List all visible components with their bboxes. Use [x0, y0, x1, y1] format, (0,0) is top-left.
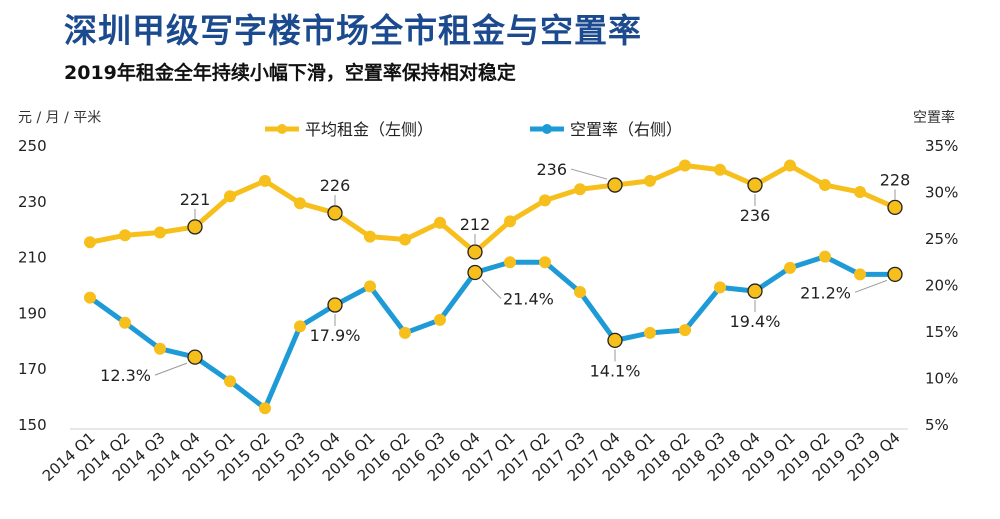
data-label: 221 — [180, 190, 211, 209]
data-label: 21.2% — [800, 283, 851, 302]
data-label: 226 — [320, 176, 351, 195]
data-point — [854, 186, 866, 199]
data-label: 17.9% — [310, 326, 361, 345]
right-axis-tick-label: 10% — [925, 370, 958, 388]
page-title: 深圳甲级写字楼市场全市租金与空置率 — [64, 11, 642, 50]
data-label: 212 — [460, 215, 491, 234]
right-axis-unit: 空置率 — [913, 109, 955, 126]
data-point — [574, 183, 586, 196]
data-point — [434, 313, 446, 326]
data-point — [714, 281, 726, 294]
data-point — [364, 230, 376, 243]
data-point — [154, 226, 166, 239]
data-point — [819, 250, 831, 263]
data-label: 21.4% — [503, 289, 554, 308]
data-point — [747, 177, 763, 193]
data-point — [504, 215, 516, 228]
data-point — [784, 159, 796, 172]
data-point — [539, 256, 551, 269]
data-point — [259, 174, 271, 187]
data-point — [119, 316, 131, 329]
data-point — [784, 261, 796, 274]
data-point — [467, 264, 483, 281]
data-point — [539, 194, 551, 207]
legend-label: 空置率（右侧） — [570, 120, 682, 139]
data-point — [819, 179, 831, 192]
series-line-0 — [87, 163, 898, 255]
data-point — [887, 199, 903, 216]
data-point — [679, 159, 691, 172]
page-subtitle: 2019年租金全年持续小幅下滑，空置率保持相对稳定 — [64, 62, 516, 84]
data-label: 228 — [880, 170, 911, 189]
right-axis-tick-label: 35% — [925, 137, 958, 155]
data-label: 14.1% — [590, 361, 641, 380]
left-axis-unit: 元 / 月 / 平米 — [18, 110, 101, 126]
data-point — [644, 326, 656, 339]
left-axis-tick-label: 150 — [18, 416, 47, 434]
data-point — [399, 233, 411, 246]
legend-swatch-marker — [277, 124, 287, 134]
data-label: 236 — [536, 160, 567, 179]
data-label-leader — [854, 279, 888, 293]
left-axis-tick-label: 210 — [18, 249, 47, 267]
data-point — [607, 177, 623, 193]
series-line-1 — [87, 254, 898, 411]
data-point — [747, 283, 763, 299]
data-point — [854, 268, 866, 281]
right-axis-tick-label: 30% — [925, 184, 958, 202]
data-point — [434, 216, 446, 229]
left-axis-tick-label: 190 — [18, 304, 47, 322]
data-label: 19.4% — [730, 312, 781, 331]
data-point — [154, 342, 166, 355]
data-label: 12.3% — [100, 366, 151, 385]
data-point — [84, 291, 96, 304]
data-point — [364, 280, 376, 293]
legend-label: 平均租金（左侧） — [305, 120, 433, 139]
data-point — [504, 256, 516, 269]
data-point — [224, 190, 236, 203]
data-point — [467, 244, 483, 260]
data-point — [644, 174, 656, 187]
data-point — [714, 163, 726, 176]
data-point — [259, 402, 271, 415]
data-point — [399, 326, 411, 339]
data-point — [294, 197, 306, 210]
data-point — [119, 229, 131, 242]
data-point — [327, 205, 343, 221]
data-label-leader — [154, 362, 188, 376]
data-point — [294, 320, 306, 333]
data-label: 236 — [740, 206, 771, 225]
right-axis-tick-label: 5% — [925, 416, 949, 434]
right-axis-tick-label: 25% — [925, 230, 958, 248]
data-point — [84, 236, 96, 249]
data-point — [887, 266, 903, 282]
legend-swatch-marker — [542, 124, 552, 134]
data-point — [607, 332, 623, 349]
data-point — [679, 324, 691, 337]
data-point — [187, 219, 203, 235]
left-axis-tick-label: 230 — [18, 193, 47, 211]
right-axis-tick-label: 20% — [925, 277, 958, 295]
data-point — [574, 286, 586, 299]
right-axis-tick-label: 15% — [925, 323, 958, 341]
left-axis-tick-label: 250 — [18, 137, 47, 155]
data-point — [327, 297, 343, 313]
data-label-leader — [481, 279, 502, 299]
data-label-leader — [570, 168, 608, 180]
data-point — [224, 375, 236, 388]
data-point — [187, 349, 203, 365]
left-axis-tick-label: 170 — [18, 360, 47, 378]
